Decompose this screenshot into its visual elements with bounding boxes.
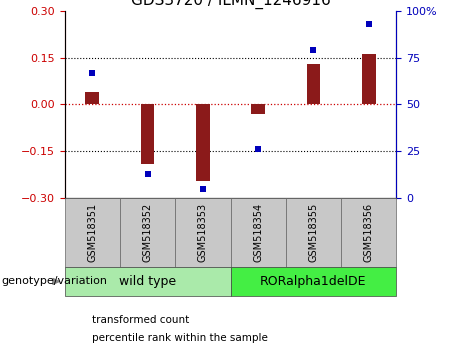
- Text: GSM518356: GSM518356: [364, 203, 374, 262]
- Text: transformed count: transformed count: [92, 315, 189, 325]
- Text: GSM518354: GSM518354: [253, 203, 263, 262]
- Text: GSM518353: GSM518353: [198, 203, 208, 262]
- Point: [365, 21, 372, 27]
- Text: RORalpha1delDE: RORalpha1delDE: [260, 275, 367, 288]
- Bar: [120, 198, 175, 267]
- Bar: [85, 92, 99, 104]
- Bar: [362, 55, 376, 104]
- Bar: [196, 104, 210, 181]
- Text: percentile rank within the sample: percentile rank within the sample: [92, 333, 268, 343]
- Bar: [175, 198, 230, 267]
- Bar: [286, 198, 341, 267]
- Title: GDS3720 / ILMN_1246916: GDS3720 / ILMN_1246916: [130, 0, 331, 9]
- Bar: [65, 267, 230, 296]
- Bar: [307, 64, 320, 104]
- Bar: [141, 104, 154, 164]
- Point: [144, 171, 151, 177]
- Text: GSM518355: GSM518355: [308, 203, 319, 262]
- Text: genotype/variation: genotype/variation: [1, 276, 107, 286]
- Bar: [65, 198, 120, 267]
- Bar: [251, 104, 265, 114]
- Text: GSM518352: GSM518352: [142, 203, 153, 262]
- Text: GSM518351: GSM518351: [87, 203, 97, 262]
- Point: [310, 47, 317, 53]
- Point: [199, 186, 207, 192]
- Point: [89, 70, 96, 75]
- Bar: [230, 198, 286, 267]
- Text: wild type: wild type: [119, 275, 176, 288]
- Bar: [230, 267, 396, 296]
- Point: [254, 147, 262, 152]
- Bar: [341, 198, 396, 267]
